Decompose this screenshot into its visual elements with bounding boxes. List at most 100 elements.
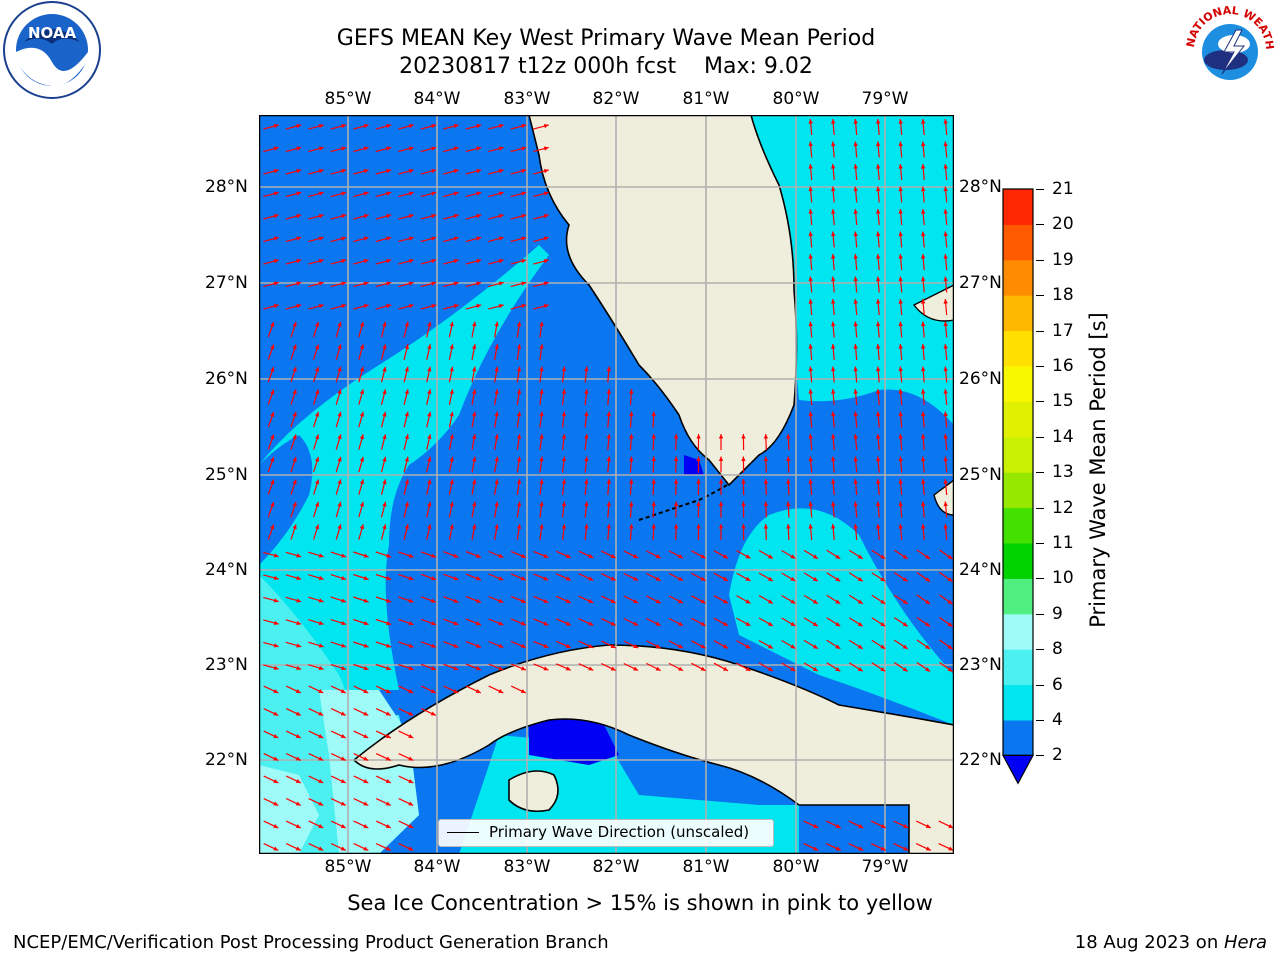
wave-arrow-head (363, 576, 369, 581)
wave-arrow-head (606, 434, 611, 439)
wave-arrow-head (857, 577, 863, 582)
wave-arrow-head (813, 824, 819, 828)
wave-arrow-head (453, 236, 459, 241)
wave-arrow-head (408, 643, 414, 648)
wave-arrow-head (808, 411, 813, 417)
wave-arrow-head (521, 191, 527, 196)
wave-arrow-head (341, 576, 347, 581)
wave-arrow-head (453, 281, 459, 286)
wave-arrow-head (723, 599, 728, 604)
wave-arrow-head (315, 524, 320, 530)
wave-arrow-head (629, 434, 634, 439)
wave-arrow-head (723, 621, 728, 626)
wave-arrow-head (431, 146, 437, 151)
wave-arrow-head (543, 621, 549, 626)
wave-arrow-head (270, 434, 275, 440)
wave-arrow-head (520, 621, 526, 626)
wave-arrow-head (520, 666, 526, 671)
wave-arrow-head (520, 598, 526, 603)
wave-arrow-head (831, 524, 836, 529)
wave-arrow-head (427, 501, 432, 507)
wave-arrow-head (382, 524, 387, 530)
host-name: Hera (1223, 932, 1267, 953)
colorbar-cell (1003, 684, 1033, 721)
wave-arrow-head (341, 304, 347, 309)
wave-arrow-head (678, 599, 684, 604)
wave-arrow-head (270, 502, 275, 507)
wave-arrow-head (812, 666, 818, 672)
wave-arrow-head (853, 344, 858, 349)
wave-arrow-head (700, 621, 706, 626)
wave-arrow-head (359, 479, 364, 485)
wave-arrow-head (853, 479, 858, 484)
wave-arrow-head (584, 501, 589, 507)
wave-arrow-head (768, 644, 773, 649)
wave-arrow-head (296, 304, 302, 309)
wave-arrow-head (386, 191, 392, 196)
wave-arrow-head (876, 231, 881, 237)
wave-arrow-head (925, 554, 931, 559)
wave-arrow-head (408, 779, 414, 783)
wave-arrow-head (476, 621, 481, 626)
wave-arrow-head (876, 411, 881, 417)
wave-arrow-head (340, 779, 346, 783)
wave-arrow-head (273, 711, 279, 716)
wave-arrow-head (948, 824, 954, 828)
wave-arrow-head (472, 321, 477, 327)
wave-arrow-head (337, 366, 342, 372)
wave-arrow-head (315, 456, 320, 462)
wave-arrow-head (857, 554, 863, 559)
wave-arrow-head (921, 366, 926, 372)
wave-arrow-head (898, 209, 903, 214)
wave-arrow-head (610, 554, 616, 558)
lon-label: 79°W (861, 857, 909, 877)
wave-arrow-head (431, 304, 437, 309)
wave-arrow-head (382, 411, 387, 417)
colorbar-tick-label: 9 (1052, 603, 1063, 624)
wave-arrow-head (318, 779, 324, 783)
wave-arrow-head (315, 366, 320, 372)
wave-arrow-head (359, 434, 364, 440)
wave-arrow-head (543, 281, 549, 286)
wave-arrow-head (876, 434, 881, 439)
wave-arrow-head (651, 524, 656, 529)
wave-arrow-head (521, 214, 527, 219)
wave-arrow-head (476, 553, 481, 558)
wave-arrow-head (943, 119, 948, 124)
wave-arrow-head (543, 259, 549, 264)
wave-arrow-head (831, 344, 836, 349)
wave-arrow-head (408, 553, 414, 558)
colorbar-tick-mark (1036, 224, 1044, 226)
wave-arrow-head (943, 524, 948, 529)
wave-arrow-head (386, 124, 392, 129)
wave-arrow-head (315, 389, 320, 395)
wave-arrow-head (831, 411, 836, 417)
wave-arrow-head (723, 644, 728, 649)
isla-juventud-land (508, 770, 559, 813)
wave-arrow-head (655, 644, 661, 649)
wave-arrow-head (273, 236, 279, 241)
wave-arrow-head (359, 389, 364, 395)
wave-arrow-head (494, 366, 499, 372)
wave-arrow-head (337, 479, 342, 485)
wave-arrow-head (853, 434, 858, 439)
wave-arrow-head (543, 236, 549, 241)
wave-arrow-head (521, 281, 527, 286)
wave-arrow-head (498, 236, 504, 241)
wave-arrow-head (808, 366, 813, 372)
wave-arrow-head (696, 456, 701, 461)
wave-arrow-head (341, 643, 347, 648)
wave-arrow-head (700, 644, 706, 649)
wave-arrow-head (898, 164, 903, 169)
colorbar-tick-mark (1036, 613, 1044, 615)
wave-arrow-head (382, 434, 387, 440)
wave-arrow-head (700, 554, 706, 559)
lat-label: 22°N (959, 750, 1002, 770)
colorbar-tick-label: 11 (1052, 533, 1074, 553)
wave-arrow-head (606, 389, 611, 394)
wave-arrow-head (745, 666, 751, 671)
wave-arrow-head (876, 254, 881, 259)
wave-arrow-head (408, 214, 414, 219)
wave-arrow-head (853, 254, 858, 259)
wave-arrow-head (431, 281, 437, 286)
